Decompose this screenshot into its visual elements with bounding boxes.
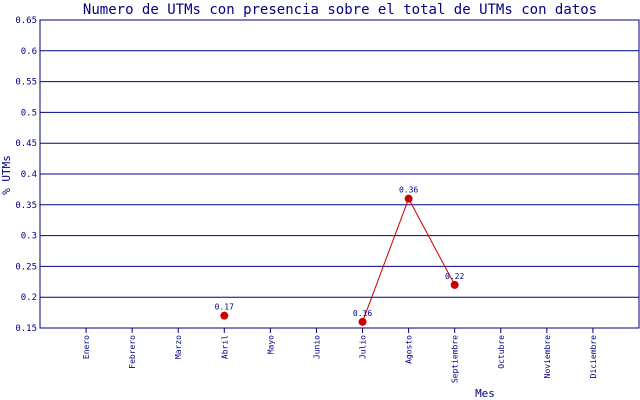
data-point [220,311,229,320]
x-tick-label: Abril [220,335,229,359]
y-tick-label: 0.55 [15,78,37,88]
gridlines [40,19,639,329]
x-tick-label: Octubre [497,335,506,369]
x-tick-label: Marzo [174,335,183,359]
data-label: 0.22 [445,272,464,281]
y-tick-label: 0.3 [21,232,37,242]
x-tick-label: Junio [312,335,321,359]
x-tick-label: Mayo [266,335,275,354]
y-tick-label: 0.6 [21,47,37,57]
y-tick-label: 0.15 [15,324,37,334]
x-axis-label: Mes [475,387,495,400]
x-tick-label: Septiembre [451,335,460,383]
data-label: 0.16 [353,309,372,318]
x-tick-label: Febrero [128,335,137,369]
y-axis-ticks: 0.15 0.2 0.25 0.3 0.35 0.4 0.45 0.5 0.55 0.6 0.65 [15,16,37,334]
series-line [362,197,456,323]
plot-area-frame [39,19,640,329]
chart-title: Numero de UTMs con presencia sobre el to… [83,2,597,18]
x-axis-ticks: Enero Febrero Marzo Abril Mayo Junio Julio Agos… [82,328,598,383]
x-tick-label: Julio [359,335,368,359]
y-axis-label: % UTMs [0,155,13,195]
y-tick-label: 0.25 [15,262,37,272]
x-tick-label: Noviembre [543,335,552,379]
data-point [358,317,367,326]
y-tick-label: 0.35 [15,201,37,211]
series-layer: 0.17 0.16 0.36 0.22 [215,186,465,326]
data-point [450,280,459,289]
y-tick-label: 0.4 [21,170,37,180]
data-label: 0.17 [215,303,234,312]
y-tick-label: 0.45 [15,139,37,149]
data-point [404,194,413,203]
data-label: 0.36 [399,186,418,195]
x-tick-label: Enero [82,335,91,359]
y-tick-label: 0.65 [15,16,37,26]
x-tick-label: Diciembre [589,335,598,379]
y-tick-label: 0.2 [21,293,37,303]
x-tick-label: Agosto [405,335,414,364]
y-tick-label: 0.5 [21,108,37,118]
